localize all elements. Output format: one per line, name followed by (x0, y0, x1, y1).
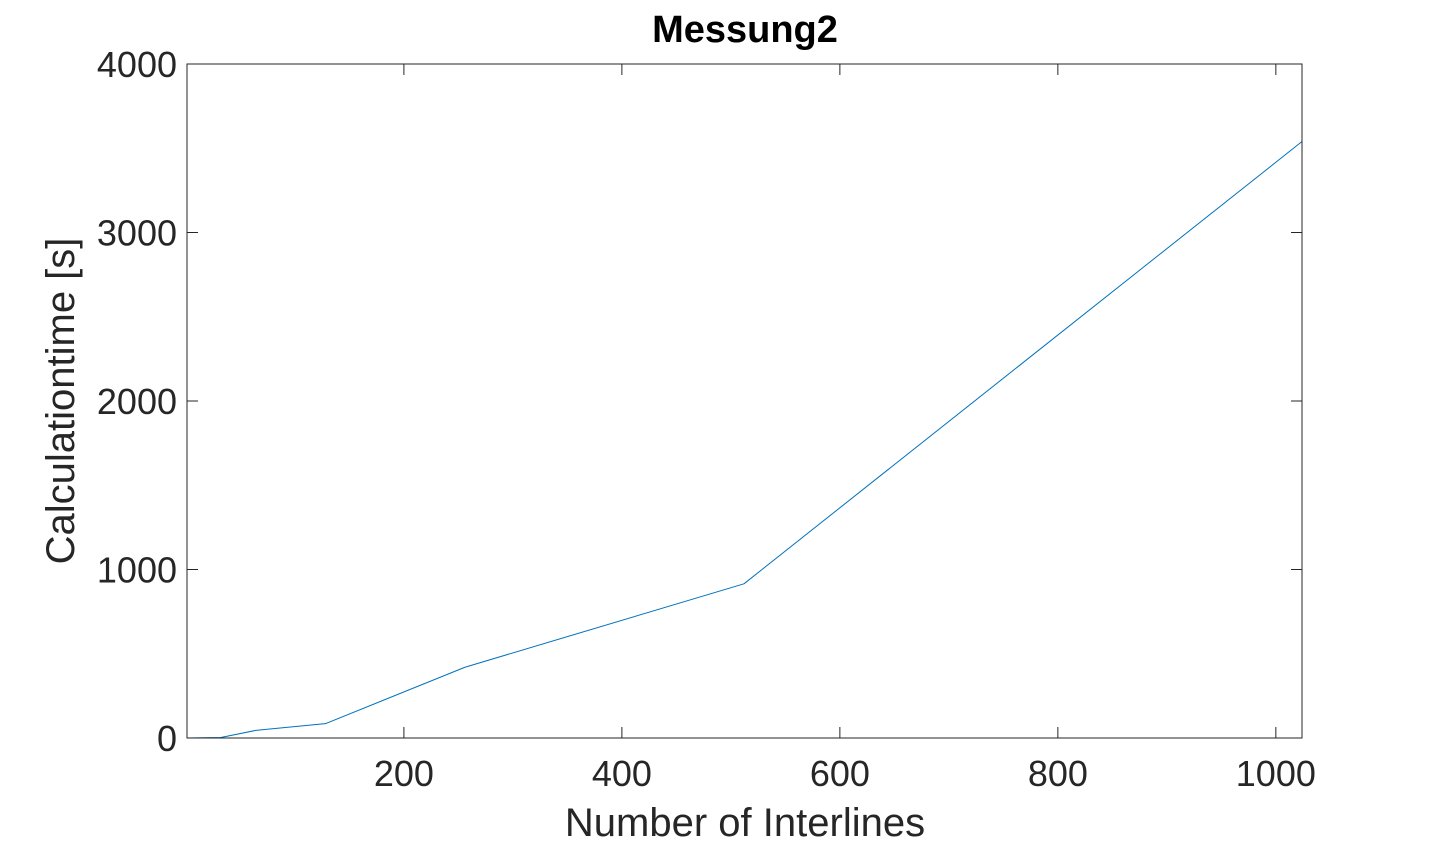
tick-labels: 200 400 600 800 1000 0 1000 2000 3000 4000 (97, 44, 1316, 794)
y-tick-label: 3000 (97, 213, 177, 254)
series-layer (186, 141, 1303, 739)
x-tick-label: 800 (1028, 753, 1088, 794)
x-axis-label: Number of Interlines (565, 801, 925, 845)
y-axis-label: Calculationtime [s] (39, 238, 83, 565)
y-tick-label: 0 (157, 718, 177, 759)
y-tick-label: 1000 (97, 550, 177, 591)
x-tick-label: 1000 (1236, 753, 1316, 794)
axes-box (186, 63, 1303, 739)
data-point (743, 583, 744, 584)
plot-area (187, 64, 1302, 738)
y-tick-label: 2000 (97, 381, 177, 422)
x-tick-label: 400 (592, 753, 652, 794)
data-point (464, 667, 465, 668)
x-tick-label: 600 (810, 753, 870, 794)
data-point (255, 730, 256, 731)
x-tick-label: 200 (374, 753, 434, 794)
chart-title: Messung2 (652, 9, 838, 51)
data-point (325, 723, 326, 724)
series-line (186, 141, 1303, 739)
y-tick-label: 4000 (97, 44, 177, 85)
